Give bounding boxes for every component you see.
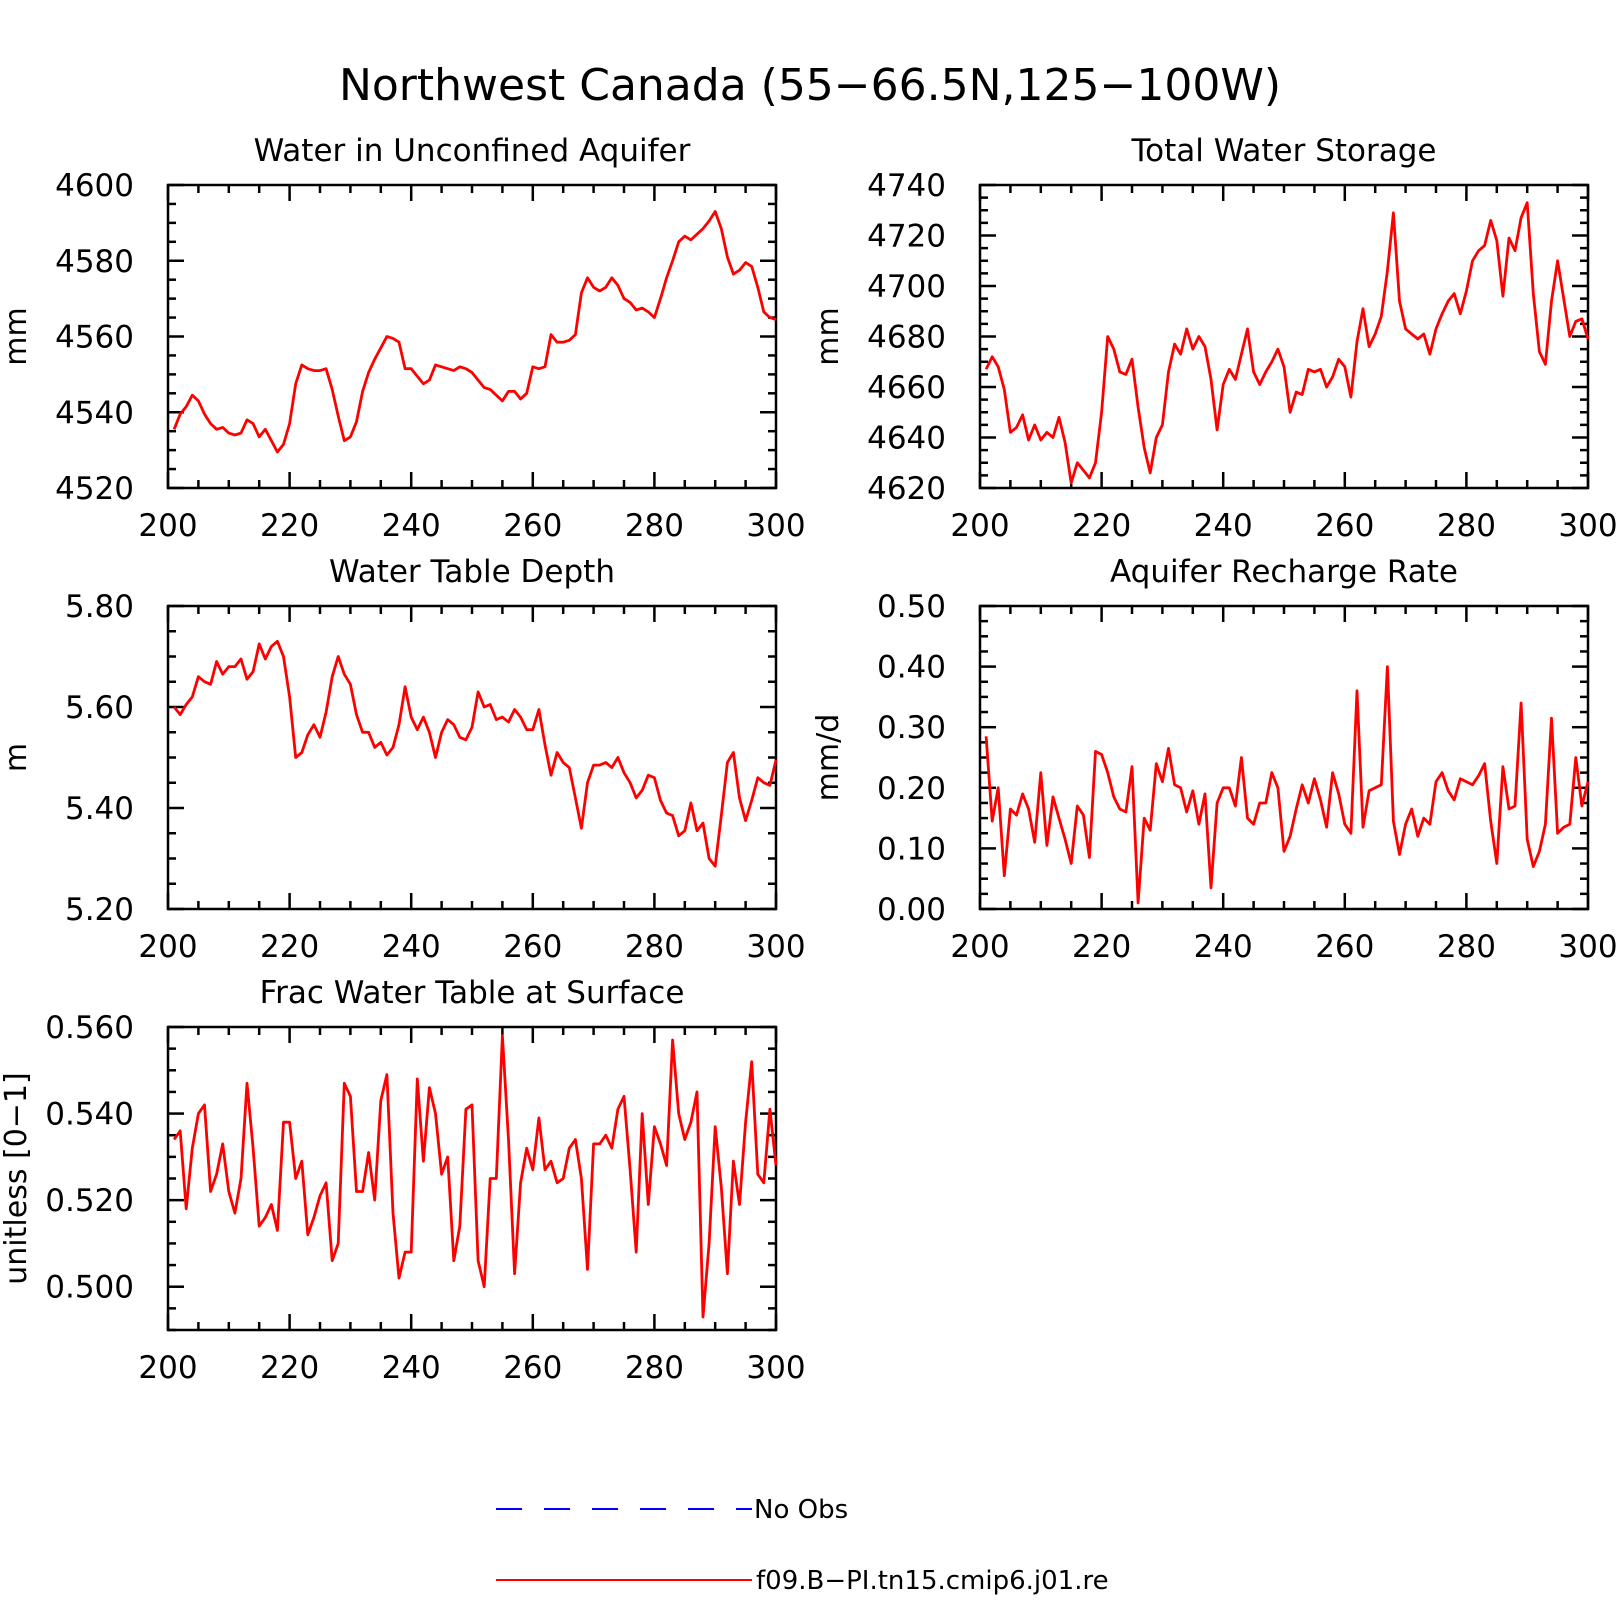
y-tick-label-0: 4520: [55, 471, 134, 507]
x-tick-label-0: 260: [503, 508, 562, 544]
main-title: Northwest Canada (55−66.5N,125−100W): [339, 60, 1281, 111]
x-tick-label-4: 200: [138, 1350, 197, 1386]
y-tick-label-1: 4640: [867, 421, 946, 457]
x-tick-label-1: 200: [950, 508, 1009, 544]
panel-1: Total Water Storage 200 220 240 260 280 300 462…: [811, 133, 1618, 544]
chart-panels: Water in Unconfined Aquifer 200 220 240 260 2…: [0, 133, 1618, 1386]
x-tick-label-4: 220: [260, 1350, 319, 1386]
panel-title-1: Total Water Storage: [1130, 133, 1436, 169]
panel-title-2: Water Table Depth: [329, 554, 615, 590]
x-tick-label-1: 260: [1315, 508, 1374, 544]
panel-4: Frac Water Table at Surface 200 220 240 260 2…: [0, 975, 806, 1386]
x-tick-label-4: 260: [503, 1350, 562, 1386]
y-tick-label-2: 5.80: [65, 589, 134, 625]
legend: No Obs f09.B−PI.tn15.cmip6.j01.re: [496, 1495, 1109, 1596]
y-tick-label-4: 0.500: [45, 1270, 134, 1306]
y-tick-label-1: 4740: [867, 168, 946, 204]
x-tick-label-0: 300: [746, 508, 805, 544]
y-axis-label-1: mm: [811, 307, 846, 365]
y-tick-label-3: 0.00: [877, 892, 946, 928]
x-tick-label-3: 300: [1558, 929, 1617, 965]
x-tick-label-4: 300: [746, 1350, 805, 1386]
plot-frame-1: [978, 183, 1590, 490]
x-tick-label-0: 240: [382, 508, 441, 544]
y-tick-label-4: 0.520: [45, 1183, 134, 1219]
y-tick-label-0: 4560: [55, 320, 134, 356]
series-line-0-0: [172, 210, 777, 454]
x-tick-label-1: 240: [1194, 508, 1253, 544]
x-tick-label-2: 240: [382, 929, 441, 965]
y-tick-label-1: 4720: [867, 219, 946, 255]
y-axis-label-3: mm/d: [811, 714, 846, 802]
x-tick-label-3: 260: [1315, 929, 1374, 965]
y-tick-label-3: 0.20: [877, 771, 946, 807]
x-tick-label-0: 200: [138, 508, 197, 544]
y-tick-label-1: 4700: [867, 269, 946, 305]
x-tick-label-2: 260: [503, 929, 562, 965]
panel-2: Water Table Depth 200 220 240 260 280 300 5.20 5…: [0, 554, 806, 965]
x-tick-label-2: 200: [138, 929, 197, 965]
y-tick-label-4: 0.540: [45, 1097, 134, 1133]
y-axis-label-0: mm: [0, 307, 34, 365]
y-tick-label-1: 4620: [867, 471, 946, 507]
plot-frame-2: [166, 604, 778, 911]
plot-frame-0: [166, 183, 778, 490]
y-tick-label-3: 0.30: [877, 710, 946, 746]
x-tick-label-0: 220: [260, 508, 319, 544]
x-tick-label-1: 220: [1072, 508, 1131, 544]
y-tick-label-2: 5.60: [65, 690, 134, 726]
x-tick-label-4: 240: [382, 1350, 441, 1386]
y-tick-label-0: 4580: [55, 244, 134, 280]
y-tick-label-0: 4600: [55, 168, 134, 204]
y-tick-label-2: 5.40: [65, 791, 134, 827]
y-tick-label-2: 5.20: [65, 892, 134, 928]
series-line-3-0: [984, 665, 1590, 905]
x-tick-label-2: 220: [260, 929, 319, 965]
series-line-2-0: [173, 639, 778, 868]
y-axis-label-2: m: [0, 743, 34, 772]
y-axis-label-4: unitless [0−1]: [0, 1072, 34, 1284]
y-tick-label-3: 0.10: [877, 831, 946, 867]
panel-title-4: Frac Water Table at Surface: [260, 975, 685, 1011]
y-tick-label-1: 4660: [867, 370, 946, 406]
panel-3: Aquifer Recharge Rate 200 220 240 260 280 300 0…: [811, 554, 1618, 965]
x-tick-label-3: 280: [1437, 929, 1496, 965]
panel-0: Water in Unconfined Aquifer 200 220 240 260 2…: [0, 133, 806, 544]
y-tick-label-1: 4680: [867, 320, 946, 356]
panel-title-0: Water in Unconfined Aquifer: [254, 133, 691, 169]
panel-title-3: Aquifer Recharge Rate: [1110, 554, 1458, 590]
legend-label-no-obs: No Obs: [754, 1495, 848, 1525]
plot-frame-4: [166, 1025, 778, 1332]
legend-label-model: f09.B−PI.tn15.cmip6.j01.re: [756, 1566, 1109, 1596]
x-tick-label-2: 300: [746, 929, 805, 965]
y-tick-label-3: 0.50: [877, 589, 946, 625]
series-line-4-0: [172, 1034, 778, 1319]
x-tick-label-4: 280: [625, 1350, 684, 1386]
y-tick-label-3: 0.40: [877, 650, 946, 686]
x-tick-label-0: 280: [625, 508, 684, 544]
x-tick-label-3: 200: [950, 929, 1009, 965]
y-tick-label-4: 0.560: [45, 1010, 134, 1046]
x-tick-label-1: 300: [1558, 508, 1617, 544]
x-tick-label-3: 240: [1194, 929, 1253, 965]
x-tick-label-2: 280: [625, 929, 684, 965]
x-tick-label-1: 280: [1437, 508, 1496, 544]
series-line-1-0: [984, 201, 1590, 485]
x-tick-label-3: 220: [1072, 929, 1131, 965]
y-tick-label-0: 4540: [55, 395, 134, 431]
